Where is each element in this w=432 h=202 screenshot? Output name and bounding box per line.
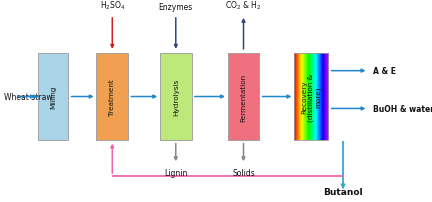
Bar: [310, 54, 311, 141]
Bar: [296, 54, 297, 141]
Text: H$_2$SO$_4$: H$_2$SO$_4$: [99, 0, 125, 12]
Text: Recovery
(distillation &
more): Recovery (distillation & more): [301, 73, 322, 121]
Bar: [313, 54, 314, 141]
Bar: [294, 54, 295, 141]
Bar: [328, 54, 329, 141]
Bar: [314, 54, 315, 141]
Bar: [312, 54, 313, 141]
Text: BuOH & water: BuOH & water: [373, 104, 432, 113]
Bar: [318, 54, 319, 141]
Bar: [327, 54, 328, 141]
Bar: [324, 54, 325, 141]
Bar: [298, 54, 299, 141]
Text: Butanol: Butanol: [323, 187, 363, 196]
Bar: [307, 54, 308, 141]
Bar: [321, 54, 322, 141]
Bar: [228, 54, 259, 141]
Bar: [310, 54, 311, 141]
Bar: [299, 54, 300, 141]
Bar: [305, 54, 306, 141]
Bar: [300, 54, 301, 141]
Bar: [302, 54, 303, 141]
Bar: [304, 54, 305, 141]
Text: A & E: A & E: [373, 67, 396, 76]
Bar: [298, 54, 299, 141]
Bar: [307, 54, 308, 141]
Bar: [303, 54, 304, 141]
Text: CO$_2$ & H$_2$: CO$_2$ & H$_2$: [225, 0, 262, 12]
Bar: [295, 54, 296, 141]
Text: Hydrolysis: Hydrolysis: [173, 78, 179, 116]
Bar: [313, 54, 314, 141]
Bar: [320, 54, 321, 141]
Bar: [160, 54, 192, 141]
Bar: [297, 54, 298, 141]
Bar: [318, 54, 319, 141]
Bar: [303, 54, 304, 141]
Bar: [323, 54, 324, 141]
Bar: [309, 54, 310, 141]
Bar: [316, 54, 317, 141]
Bar: [325, 54, 326, 141]
Bar: [295, 54, 296, 141]
Bar: [306, 54, 307, 141]
Bar: [311, 54, 312, 141]
Bar: [322, 54, 323, 141]
Bar: [317, 54, 318, 141]
Bar: [96, 54, 128, 141]
Bar: [326, 54, 327, 141]
Bar: [322, 54, 323, 141]
Bar: [294, 54, 328, 141]
Bar: [308, 54, 309, 141]
Bar: [299, 54, 300, 141]
Bar: [306, 54, 307, 141]
Bar: [317, 54, 318, 141]
Bar: [296, 54, 297, 141]
Bar: [319, 54, 320, 141]
Bar: [326, 54, 327, 141]
Bar: [311, 54, 312, 141]
Bar: [302, 54, 303, 141]
Bar: [316, 54, 317, 141]
Bar: [305, 54, 306, 141]
Text: Solids: Solids: [232, 168, 255, 177]
Bar: [304, 54, 305, 141]
Bar: [324, 54, 325, 141]
Bar: [301, 54, 302, 141]
Text: Lignin: Lignin: [164, 168, 187, 177]
Bar: [315, 54, 316, 141]
Bar: [320, 54, 321, 141]
Bar: [323, 54, 324, 141]
Bar: [314, 54, 315, 141]
Text: Enzymes: Enzymes: [159, 3, 193, 12]
Bar: [321, 54, 322, 141]
Bar: [301, 54, 302, 141]
Bar: [300, 54, 301, 141]
Bar: [297, 54, 298, 141]
Bar: [319, 54, 320, 141]
Text: Wheat straw: Wheat straw: [4, 93, 53, 102]
Bar: [312, 54, 313, 141]
Text: Treatment: Treatment: [109, 79, 115, 115]
Text: Milling: Milling: [50, 85, 56, 109]
Bar: [309, 54, 310, 141]
Text: Fermentation: Fermentation: [241, 73, 247, 121]
Bar: [38, 54, 68, 141]
Bar: [315, 54, 316, 141]
Bar: [308, 54, 309, 141]
Bar: [327, 54, 328, 141]
Bar: [325, 54, 326, 141]
